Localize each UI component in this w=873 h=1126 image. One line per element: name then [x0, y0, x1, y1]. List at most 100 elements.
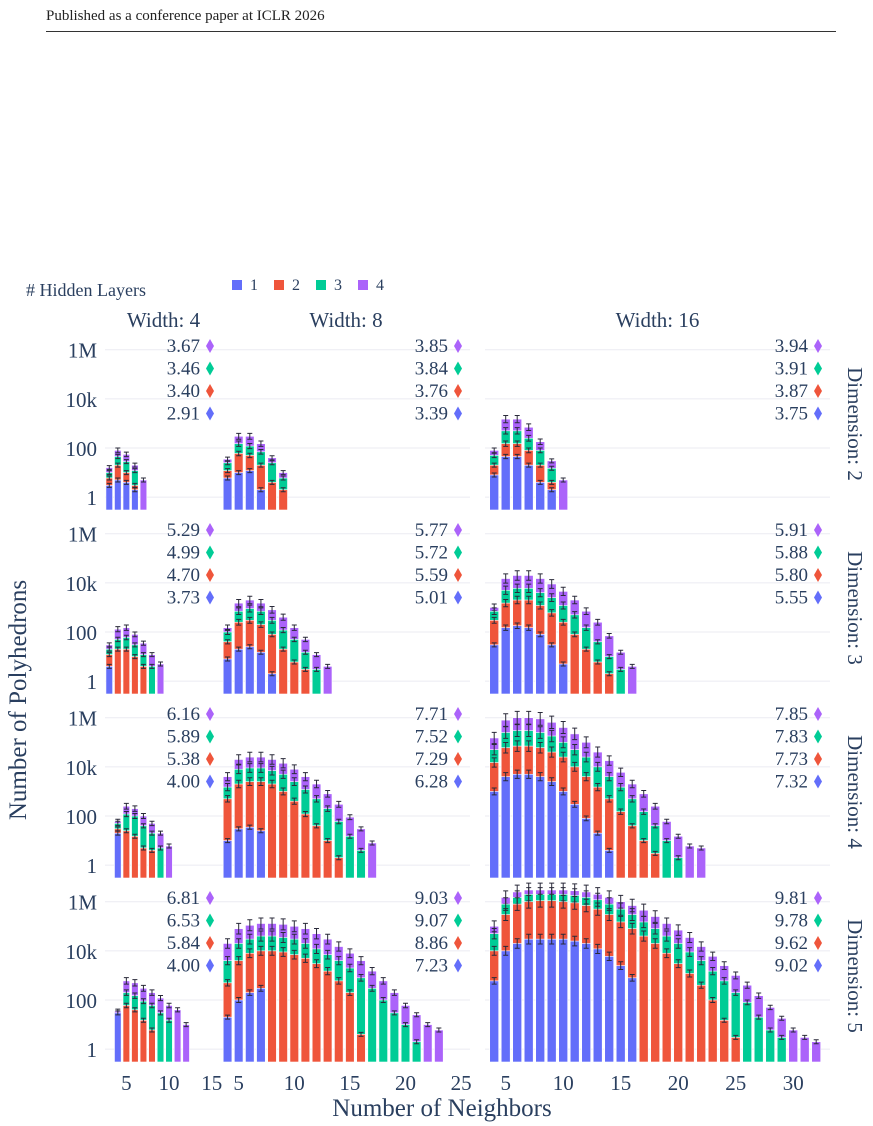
y-tick-label: 100	[66, 805, 98, 829]
error-bar	[514, 414, 520, 424]
error-bar	[302, 785, 308, 794]
error-bar	[583, 815, 589, 822]
mean-label: 6.53	[167, 911, 200, 932]
bar-layers-2	[267, 482, 277, 511]
error-bar	[258, 930, 264, 942]
error-bar	[314, 943, 320, 954]
error-bar	[710, 966, 716, 976]
error-bar	[236, 450, 242, 457]
error-bar	[641, 930, 647, 942]
error-bar	[280, 758, 286, 769]
bar-layers-4	[434, 1029, 444, 1063]
error-bar	[236, 470, 242, 476]
error-bar	[606, 772, 612, 782]
error-bar	[225, 979, 231, 987]
error-bar	[247, 595, 253, 605]
diamond-marker-icon	[454, 707, 462, 721]
error-bar	[606, 908, 612, 921]
error-bar	[314, 779, 320, 789]
x-tick-label: 10	[553, 1071, 574, 1095]
bar-layers-4	[367, 842, 377, 879]
error-bar	[503, 945, 509, 956]
diamond-marker-icon	[206, 707, 214, 721]
error-bar	[225, 475, 231, 481]
diamond-marker-icon	[814, 590, 822, 605]
error-bar	[269, 754, 275, 765]
error-bar	[325, 838, 331, 844]
error-bar	[140, 845, 146, 851]
error-bar	[526, 583, 532, 594]
bar-layers-1	[523, 627, 534, 695]
bar-layers-2	[356, 1034, 366, 1063]
error-bar	[123, 451, 129, 458]
bar-layers-2	[581, 648, 591, 695]
bar-layers-1	[546, 644, 557, 695]
error-bar	[675, 855, 681, 861]
error-bar	[236, 956, 242, 966]
error-bar	[149, 652, 155, 658]
error-bar	[583, 736, 589, 749]
bar-layers-1	[256, 830, 266, 879]
error-bar	[595, 639, 601, 645]
mean-label: 4.99	[167, 543, 200, 564]
diamond-marker-icon	[206, 913, 214, 928]
error-bar	[675, 959, 681, 969]
error-bar	[733, 1034, 739, 1040]
bar-layers-1	[512, 773, 522, 879]
bar-layers-1	[523, 938, 534, 1063]
bar-layers-4	[684, 845, 695, 879]
diamond-marker-icon	[454, 774, 462, 789]
error-bar	[325, 663, 331, 669]
diamond-marker-icon	[814, 958, 822, 973]
error-bar	[140, 1017, 146, 1023]
error-bar	[549, 479, 555, 485]
error-bar	[358, 826, 364, 832]
mean-label: 9.81	[775, 888, 808, 909]
error-bar	[503, 585, 509, 595]
bar-layers-2	[289, 800, 299, 879]
error-bar	[132, 992, 138, 999]
error-bar	[258, 945, 264, 956]
error-bar	[280, 613, 286, 621]
bar-layers-2	[696, 984, 706, 1063]
error-bar	[247, 824, 253, 830]
error-bar	[269, 455, 275, 461]
error-bar	[115, 453, 121, 460]
diamond-marker-icon	[206, 729, 214, 744]
bar-layers-3	[156, 1012, 165, 1063]
bar-layers-2	[278, 951, 288, 1063]
error-bar	[149, 1002, 155, 1009]
error-bar	[641, 915, 647, 929]
error-bar	[280, 787, 286, 796]
error-bar	[380, 997, 386, 1003]
error-bar	[583, 646, 589, 652]
error-bar	[560, 586, 566, 596]
error-bar	[503, 726, 509, 739]
bar-layers-1	[222, 477, 233, 511]
mean-label: 5.59	[415, 565, 448, 586]
error-bar	[652, 850, 658, 856]
error-bar	[549, 458, 555, 464]
bar-layers-1	[489, 474, 499, 511]
bar-layers-1	[627, 977, 637, 1063]
bar-layers-2	[569, 634, 580, 695]
error-bar	[123, 646, 129, 652]
bar-layers-2	[278, 489, 288, 511]
error-bar	[225, 656, 231, 662]
error-bar	[560, 787, 566, 796]
bar-layers-2	[604, 673, 614, 695]
mean-label: 2.91	[167, 404, 200, 425]
error-bar	[291, 764, 297, 775]
bar-layers-1	[105, 485, 113, 511]
mean-label: 5.80	[775, 565, 808, 586]
y-tick-label: 100	[66, 437, 98, 461]
bar-layers-2	[650, 943, 660, 1063]
error-bar	[347, 963, 353, 973]
error-bar	[779, 1034, 785, 1040]
error-bar	[123, 828, 129, 834]
bar-layers-4	[627, 666, 637, 695]
row-title: Dimension: 5	[843, 919, 867, 1033]
error-bar	[537, 462, 543, 468]
error-bar	[652, 823, 658, 829]
bar-layers-3	[356, 850, 366, 879]
